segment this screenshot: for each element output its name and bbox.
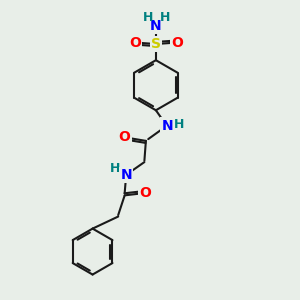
Text: H: H [160, 11, 170, 24]
Text: O: O [140, 186, 151, 200]
Text: S: S [151, 37, 161, 51]
Text: H: H [143, 11, 154, 24]
Text: H: H [174, 118, 184, 130]
Text: H: H [110, 162, 120, 175]
Text: N: N [120, 168, 132, 182]
Text: O: O [129, 35, 141, 50]
Text: N: N [150, 19, 162, 33]
Text: O: O [171, 35, 183, 50]
Text: N: N [161, 118, 173, 133]
Text: O: O [119, 130, 130, 144]
